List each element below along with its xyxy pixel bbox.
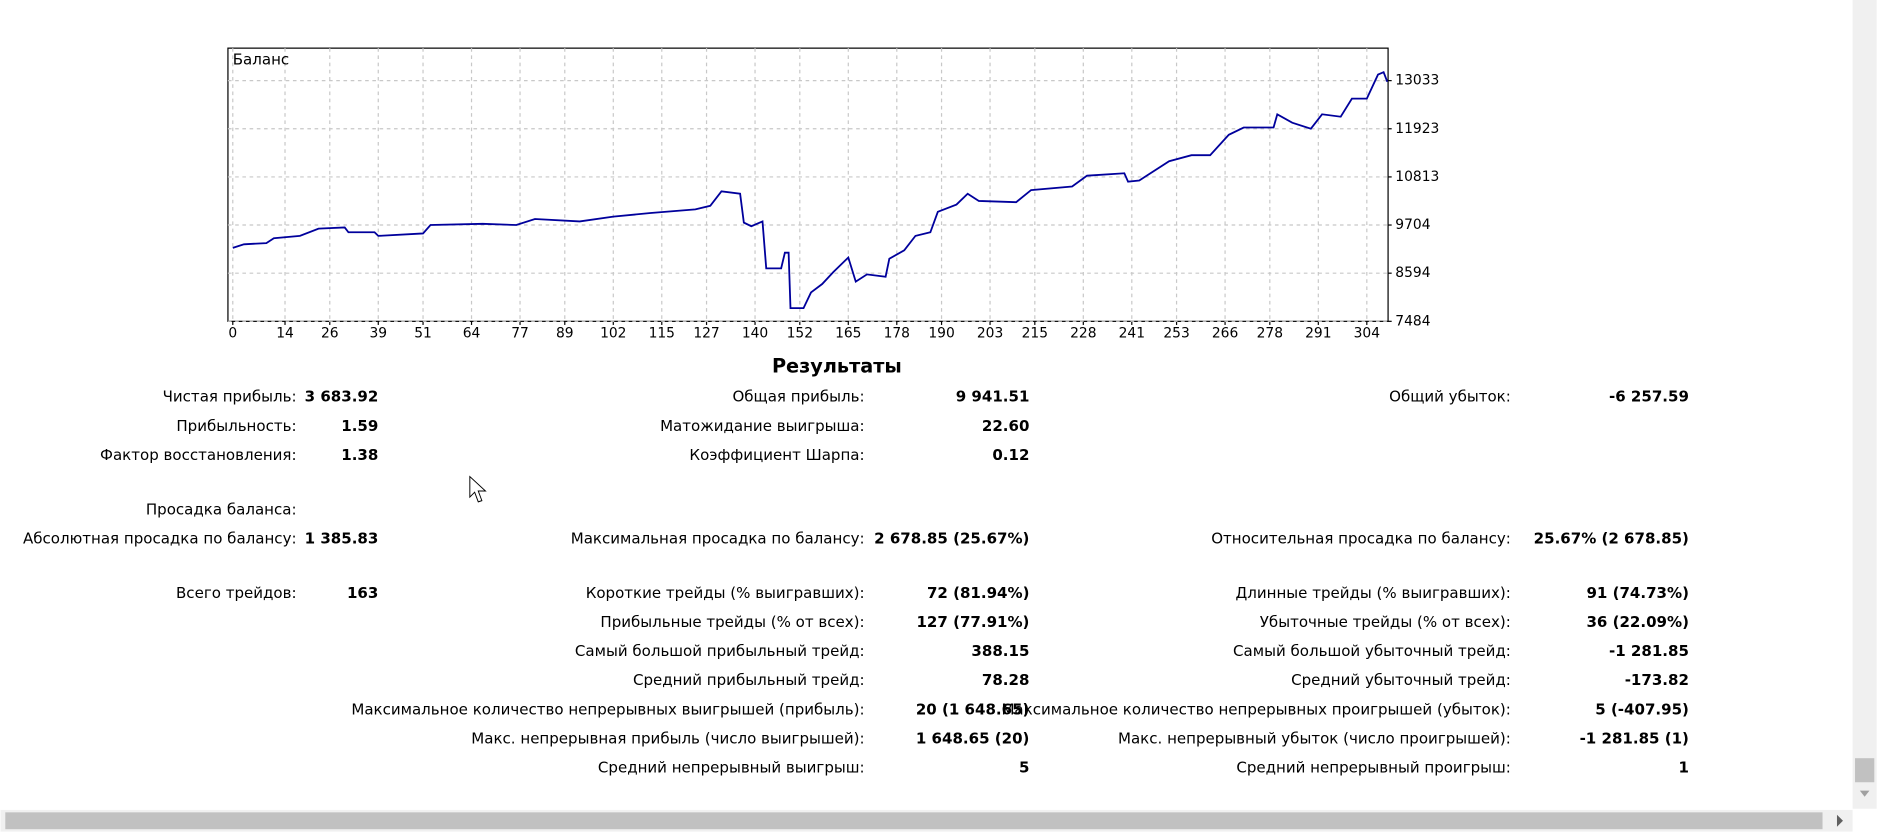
result-label: Длинные трейды (% выигравших): xyxy=(1236,584,1511,602)
result-value: 3 683.92 xyxy=(305,388,379,406)
result-label: Относительная просадка по балансу: xyxy=(1211,529,1511,547)
result-label: Максимальное количество непрерывных прои… xyxy=(1001,700,1510,718)
x-tick-label: 291 xyxy=(1305,325,1331,341)
x-tick-label: 115 xyxy=(649,325,675,341)
result-value: -6 257.59 xyxy=(1609,388,1689,406)
result-value: 36 (22.09%) xyxy=(1586,613,1689,631)
result-value: 20 (1 648.65) xyxy=(916,700,1030,718)
result-label: Фактор восстановления: xyxy=(100,446,297,464)
result-value: -1 281.85 (1) xyxy=(1580,729,1689,747)
result-label: Самый большой прибыльный трейд: xyxy=(575,642,865,660)
x-tick-label: 140 xyxy=(742,325,768,341)
results-title: Результаты xyxy=(772,355,902,378)
x-tick-label: 266 xyxy=(1212,325,1238,341)
result-label: Короткие трейды (% выигравших): xyxy=(586,584,865,602)
balance-line xyxy=(232,70,1389,309)
x-tick-label: 241 xyxy=(1119,325,1145,341)
scroll-thumb[interactable] xyxy=(1855,758,1875,783)
result-label: Прибыльность: xyxy=(176,417,296,435)
series-label: Баланс xyxy=(233,51,289,69)
result-value: -1 281.85 xyxy=(1609,642,1689,660)
plot-area xyxy=(227,47,1389,322)
result-label: Средний непрерывный выигрыш: xyxy=(598,759,865,777)
x-tick-label: 89 xyxy=(556,325,574,341)
x-tick-label: 253 xyxy=(1163,325,1189,341)
result-label: Коэффициент Шарпа: xyxy=(689,446,864,464)
result-value: 72 (81.94%) xyxy=(927,584,1030,602)
x-tick-label: 203 xyxy=(977,325,1003,341)
y-tick-label: 7484 xyxy=(1395,313,1430,329)
result-value: 91 (74.73%) xyxy=(1586,584,1689,602)
result-value: 388.15 xyxy=(971,642,1029,660)
x-tick-label: 228 xyxy=(1070,325,1096,341)
result-value: 163 xyxy=(347,584,378,602)
result-label: Всего трейдов: xyxy=(176,584,297,602)
x-tick-label: 304 xyxy=(1354,325,1381,341)
x-tick-label: 278 xyxy=(1257,325,1283,341)
result-label: Средний непрерывный проигрыш: xyxy=(1236,759,1510,777)
result-label: Макс. непрерывный убыток (число проигрыш… xyxy=(1118,729,1511,747)
result-value: 25.67% (2 678.85) xyxy=(1534,529,1689,547)
x-tick-label: 51 xyxy=(414,325,432,341)
result-label: Абсолютная просадка по балансу: xyxy=(23,529,297,547)
result-value: 5 xyxy=(1019,759,1029,777)
x-tick-label: 190 xyxy=(928,325,954,341)
result-value: 9 941.51 xyxy=(956,388,1030,406)
y-tick-label: 11923 xyxy=(1395,121,1439,137)
result-label: Убыточные трейды (% от всех): xyxy=(1260,613,1511,631)
result-label: Чистая прибыль: xyxy=(163,388,297,406)
scroll-down-arrow[interactable] xyxy=(1859,790,1870,797)
result-label: Просадка баланса: xyxy=(146,500,297,518)
result-value: 1.59 xyxy=(341,417,378,435)
result-value: 0.12 xyxy=(992,446,1029,464)
result-value: 5 (-407.95) xyxy=(1595,700,1689,718)
result-value: 1 xyxy=(1678,759,1688,777)
result-label: Максимальная просадка по балансу: xyxy=(571,529,865,547)
x-tick-label: 77 xyxy=(511,325,529,341)
result-value: 2 678.85 (25.67%) xyxy=(874,529,1029,547)
vertical-scrollbar[interactable] xyxy=(1852,0,1877,809)
scroll-thumb[interactable] xyxy=(5,812,1823,830)
x-tick-label: 152 xyxy=(787,325,813,341)
x-tick-label: 64 xyxy=(463,325,481,341)
y-tick-label: 13033 xyxy=(1395,73,1439,89)
x-tick-label: 26 xyxy=(321,325,339,341)
y-tick-label: 10813 xyxy=(1395,169,1439,185)
y-tick-label: 8594 xyxy=(1395,265,1430,281)
result-value: 1 385.83 xyxy=(305,529,379,547)
x-tick-label: 127 xyxy=(693,325,719,341)
result-value: -173.82 xyxy=(1625,671,1689,689)
x-tick-label: 178 xyxy=(884,325,910,341)
x-tick-label: 0 xyxy=(228,325,237,341)
y-tick-label: 9704 xyxy=(1395,217,1430,233)
result-label: Самый большой убыточный трейд: xyxy=(1233,642,1511,660)
result-label: Общий убыток: xyxy=(1389,388,1511,406)
result-value: 1 648.65 (20) xyxy=(916,729,1030,747)
result-label: Матожидание выигрыша: xyxy=(660,417,865,435)
x-tick-label: 215 xyxy=(1022,325,1048,341)
x-tick-label: 102 xyxy=(600,325,626,341)
result-label: Макс. непрерывная прибыль (число выигрыш… xyxy=(471,729,864,747)
result-label: Прибыльные трейды (% от всех): xyxy=(600,613,864,631)
result-value: 127 (77.91%) xyxy=(916,613,1029,631)
result-label: Средний убыточный трейд: xyxy=(1291,671,1511,689)
result-value: 78.28 xyxy=(982,671,1030,689)
result-value: 1.38 xyxy=(341,446,378,464)
scroll-right-arrow[interactable] xyxy=(1836,814,1843,827)
result-value: 22.60 xyxy=(982,417,1030,435)
x-tick-label: 165 xyxy=(835,325,861,341)
result-label: Общая прибыль: xyxy=(732,388,864,406)
x-tick-label: 39 xyxy=(369,325,387,341)
x-tick-label: 14 xyxy=(276,325,294,341)
mouse-cursor xyxy=(469,475,487,503)
result-label: Средний прибыльный трейд: xyxy=(633,671,865,689)
result-label: Максимальное количество непрерывных выиг… xyxy=(351,700,864,718)
